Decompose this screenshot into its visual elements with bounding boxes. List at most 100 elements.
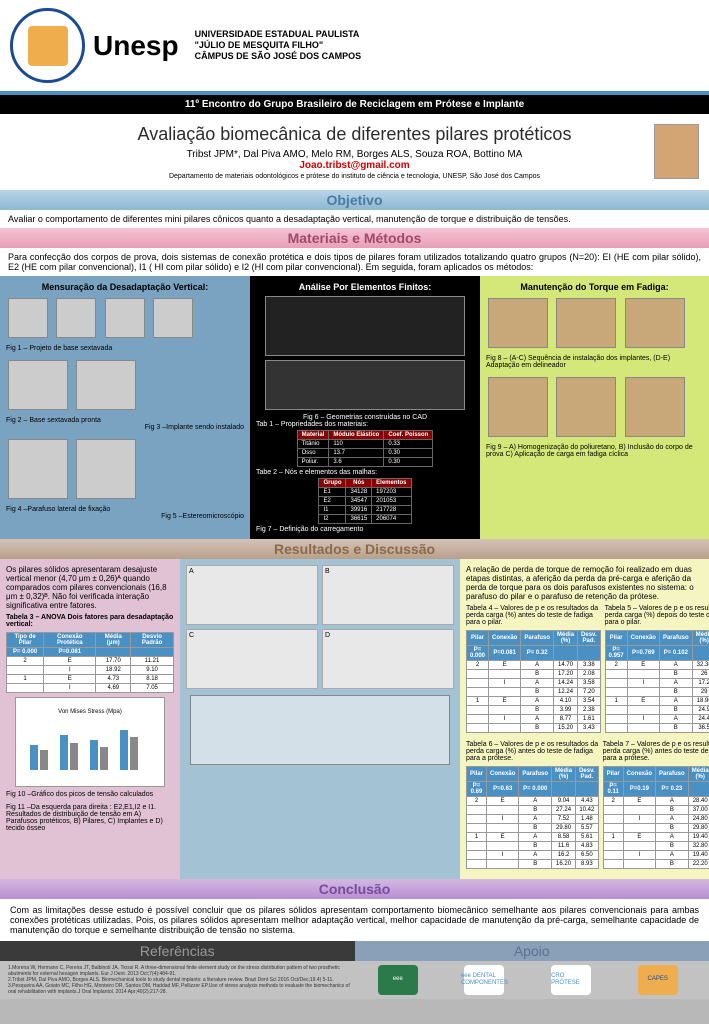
anova-table: Tipo de Pilar Conexão Protética Média (μ… — [6, 632, 174, 693]
torque-table-6: PilarConexãoParafusoMédia (%)Desv. Pad.P… — [466, 766, 599, 869]
department: Departamento de materiais odontológicos … — [10, 173, 699, 180]
apoio-logos: eee eee DENTAL COMPONENTES CRO PRÓTESE C… — [355, 965, 702, 995]
mat-h2: Coef. Poisson — [384, 431, 433, 440]
bar-chart-icon — [20, 715, 160, 775]
fig2-img — [8, 360, 68, 410]
fig8-c — [625, 298, 685, 348]
apoio-logo-2: eee DENTAL COMPONENTES — [464, 965, 504, 995]
ref-3: 3.Pesqueira AA, Goiato MC, Filho HG, Mon… — [8, 983, 355, 995]
event-title: 11º Encontro do Grupo Brasileiro de Reci… — [0, 95, 709, 114]
stress-chart: Von Mises Stress (Mpa) — [15, 697, 165, 787]
fig1-row — [6, 296, 244, 345]
fig7-caption: Fig 7 – Definição do carregamento — [256, 526, 474, 533]
unesp-logo: Unesp — [93, 30, 179, 62]
unesp-logo-block: Unesp — [93, 30, 179, 62]
objetivo-text: Avaliar o comportamento de diferentes mi… — [0, 210, 709, 228]
results-left: Os pilares sólidos apresentaram desajust… — [0, 559, 180, 879]
univ-line1: UNIVERSIDADE ESTADUAL PAULISTA — [195, 29, 362, 40]
fig8-b — [556, 298, 616, 348]
header: Unesp UNIVERSIDADE ESTADUAL PAULISTA "JÚ… — [0, 0, 709, 95]
tab2-title: Tabe 2 – Nós e elementos das malhas: — [256, 469, 474, 476]
institute-logo — [10, 8, 85, 83]
fig9-b — [556, 377, 616, 437]
fea-d: D — [322, 629, 454, 689]
fig9-caption: Fig 9 – A) Homogenização do poliuretano,… — [486, 444, 703, 458]
torque-table-5: PilarConexãoParafusoMédia (%)Desv. Pad.P… — [605, 630, 709, 733]
fig-row-2 — [6, 358, 244, 417]
univ-line2: "JÚLIO DE MESQUITA FILHO" — [195, 40, 362, 51]
fea-c: C — [186, 629, 318, 689]
fea-bone-img — [190, 695, 450, 765]
fig8-caption: Fig 8 – (A-C) Sequência de instalação do… — [486, 355, 703, 369]
fig3-img — [76, 360, 136, 410]
fig5-img — [76, 439, 136, 499]
torque-table-7: PilarConexãoParafusoMédia (%)Desv. Pad.P… — [603, 766, 709, 869]
tab5-title: Tabela 5 – Valores de p e os resultados … — [605, 605, 709, 626]
fig1-caption: Fig 1 – Projeto de base sextavada — [6, 345, 244, 352]
fig8-row — [486, 296, 703, 355]
poster-root: Unesp UNIVERSIDADE ESTADUAL PAULISTA "JÚ… — [0, 0, 709, 999]
fig1-b — [56, 298, 96, 338]
author-photo — [654, 124, 699, 179]
torque-tables-row1: Tabela 4 – Valores de p e os resultados … — [466, 605, 703, 737]
mat-h1: Módulo Elástico — [329, 431, 384, 440]
fig4-img — [8, 439, 68, 499]
references-list: 1.Moreira W, Hermann C, Pereira JT, Balb… — [8, 965, 355, 995]
fig-row-3 — [6, 437, 244, 506]
fig8-a — [488, 298, 548, 348]
fig6-caption: Fig 6 – Geometrias construídas no CAD — [256, 414, 474, 421]
fea-results-grid: A B C D — [186, 565, 454, 689]
univ-line3: CÂMPUS DE SÃO JOSÉ DOS CAMPOS — [195, 51, 362, 62]
university-name: UNIVERSIDADE ESTADUAL PAULISTA "JÚLIO DE… — [195, 29, 362, 61]
apoio-logo-3: CRO PRÓTESE — [551, 965, 591, 995]
metodos-intro: Para confecção dos corpos de prova, dois… — [0, 248, 709, 276]
fig11-caption: Fig 11 –Da esquerda para direita : E2,E1… — [6, 804, 174, 832]
refs-row: 1.Moreira W, Hermann C, Pereira JT, Balb… — [0, 961, 709, 999]
header-objetivo: Objetivo — [0, 190, 709, 210]
header-conclusao: Conclusão — [0, 879, 709, 899]
res-left-text: Os pilares sólidos apresentaram desajust… — [6, 565, 174, 610]
fig2-caption: Fig 2 – Base sextavada pronta — [6, 417, 244, 424]
fig-implants — [265, 296, 465, 356]
fea-b: B — [322, 565, 454, 625]
apoio-logo-4: CAPES — [638, 965, 678, 995]
fig10-caption: Fig 10 –Gráfico dos picos de tensão calc… — [6, 791, 174, 798]
header-resultados: Resultados e Discussão — [0, 539, 709, 559]
header-apoio: Apoio — [355, 941, 709, 961]
methods-panels: Mensuração da Desadaptação Vertical: Fig… — [0, 276, 709, 539]
conclusao-text: Com as limitações desse estudo é possíve… — [0, 899, 709, 941]
tab6-title: Tabela 6 – Valores de p e os resultados … — [466, 741, 599, 762]
tab4-title: Tabela 4 – Valores de p e os resultados … — [466, 605, 601, 626]
fig1-c — [105, 298, 145, 338]
tab1-title: Tab 1 – Propriedades dos materiais: — [256, 421, 474, 428]
fig6-img — [265, 360, 465, 410]
panel-right-title: Manutenção do Torque em Fadiga: — [486, 282, 703, 292]
results-right: A relação de perda de torque de remoção … — [460, 559, 709, 879]
shield-icon — [28, 26, 68, 66]
fig5-caption: Fig 5 –Estereomicroscópio — [6, 513, 244, 520]
fig4-caption: Fig 4 –Parafuso lateral de fixação — [6, 506, 244, 513]
poster-title: Avaliação biomecânica de diferentes pila… — [10, 124, 699, 145]
tab7-title: Tabela 7 – Valores de p e os resultados … — [603, 741, 709, 762]
fig9-row — [486, 375, 703, 444]
fea-a: A — [186, 565, 318, 625]
apoio-logo-1: eee — [378, 965, 418, 995]
results-panels: Os pilares sólidos apresentaram desajust… — [0, 559, 709, 879]
fig3-caption: Fig 3 –Implante sendo instalado — [6, 424, 244, 431]
header-ref-apoio: Referências Apoio — [0, 941, 709, 961]
header-metodos: Materiais e Métodos — [0, 228, 709, 248]
panel-torque: Manutenção do Torque em Fadiga: Fig 8 – … — [480, 276, 709, 539]
header-referencias: Referências — [0, 941, 355, 961]
res-right-text: A relação de perda de torque de remoção … — [466, 565, 703, 601]
tab3-title: Tabela 3 – ANOVA Dois fatores para desad… — [6, 614, 174, 628]
fig1-a — [8, 298, 48, 338]
authors: Tribst JPM*, Dal Piva AMO, Melo RM, Borg… — [10, 149, 699, 160]
panel-desadaptacao: Mensuração da Desadaptação Vertical: Fig… — [0, 276, 250, 539]
mat-h0: Material — [297, 431, 329, 440]
torque-table-4: PilarConexãoParafusoMédia (%)Desv. Pad.P… — [466, 630, 601, 733]
results-mid: A B C D — [180, 559, 460, 879]
panel-fea: Análise Por Elementos Finitos: Fig 6 – G… — [250, 276, 480, 539]
fig9-a — [488, 377, 548, 437]
title-section: Avaliação biomecânica de diferentes pila… — [0, 114, 709, 190]
ref-1: 1.Moreira W, Hermann C, Pereira JT, Balb… — [8, 965, 355, 977]
